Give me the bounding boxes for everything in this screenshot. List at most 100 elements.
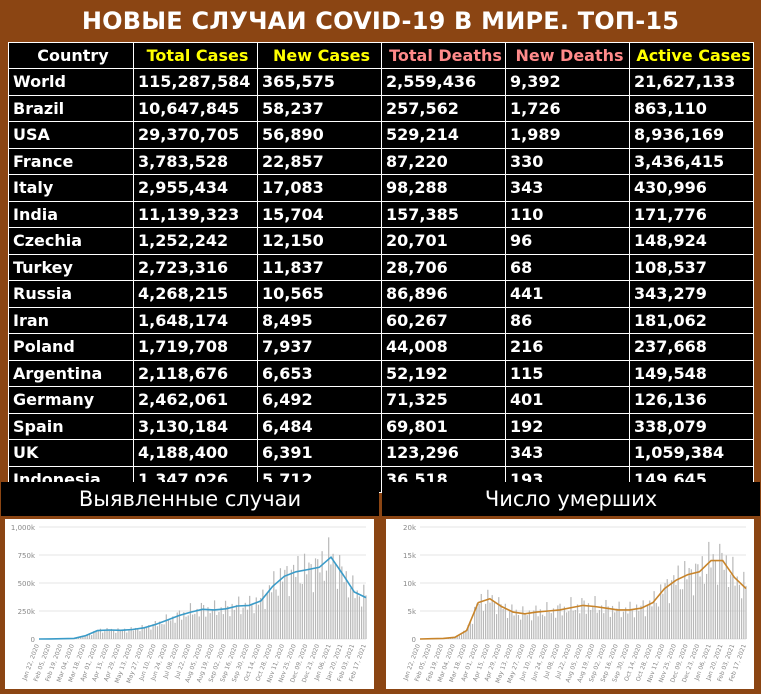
deaths-bar <box>714 560 716 639</box>
cases-bar <box>354 598 356 639</box>
cell-new-cases: 15,704 <box>257 200 382 228</box>
deaths-bar <box>493 602 495 639</box>
deaths-ytick-label: 0 <box>412 636 416 644</box>
deaths-bar <box>467 625 469 639</box>
cases-bar <box>325 570 328 639</box>
cases-bar <box>251 605 253 639</box>
cases-bar <box>176 612 178 639</box>
cases-bar <box>102 632 104 639</box>
deaths-bar <box>712 554 714 639</box>
cases-bar <box>279 568 282 639</box>
cell-active-cases: 1,059,384 <box>629 439 754 467</box>
table-row: Czechia 1,252,242 12,150 20,701 96 148,924 <box>8 227 754 255</box>
cases-bar <box>174 622 176 639</box>
deaths-bar <box>699 576 701 639</box>
deaths-bar <box>692 595 695 639</box>
cases-bar <box>363 584 365 639</box>
cell-new-deaths: 9,392 <box>505 68 630 96</box>
deaths-bar <box>710 567 712 639</box>
deaths-bar <box>636 604 638 639</box>
cell-total-deaths: 20,701 <box>381 227 506 255</box>
cases-bar <box>361 606 363 639</box>
cell-active-cases: 8,936,169 <box>629 121 754 149</box>
cell-new-cases: 10,565 <box>257 280 382 308</box>
cases-bar <box>77 637 80 639</box>
cell-new-cases: 7,937 <box>257 333 382 361</box>
cases-ytick-label: 250k <box>18 608 36 616</box>
deaths-bar <box>677 565 679 639</box>
cell-total-cases: 2,723,316 <box>133 253 258 281</box>
cases-ytick-label: 1,000k <box>11 524 36 532</box>
cell-country: Spain <box>8 412 134 440</box>
deaths-bar <box>474 606 476 639</box>
cell-total-deaths: 71,325 <box>381 386 506 414</box>
cases-bar <box>194 613 196 639</box>
cell-active-cases: 148,924 <box>629 227 754 255</box>
cases-bar <box>365 595 367 639</box>
deaths-bar <box>611 605 614 639</box>
cases-bar <box>218 612 220 639</box>
header-new-deaths: New Deaths <box>505 42 630 69</box>
cases-bar <box>113 630 115 639</box>
cell-country: Argentina <box>8 359 134 387</box>
cases-bar <box>156 626 159 639</box>
cases-bar <box>128 629 130 639</box>
cell-country: Poland <box>8 333 134 361</box>
cases-bar <box>145 627 148 639</box>
cases-bar <box>132 630 134 639</box>
cases-bar <box>284 569 286 639</box>
deaths-bar <box>576 604 579 639</box>
deaths-bar <box>741 598 743 639</box>
deaths-bar <box>622 611 625 639</box>
cases-bar <box>286 566 288 639</box>
cases-bar <box>152 624 154 639</box>
cases-bar <box>314 558 317 639</box>
cases-bar <box>334 563 336 639</box>
deaths-bar <box>557 605 559 639</box>
cell-total-cases: 10,647,845 <box>133 94 258 122</box>
cell-total-deaths: 86,896 <box>381 280 506 308</box>
deaths-bar <box>716 584 719 639</box>
cell-new-cases: 6,391 <box>257 439 382 467</box>
cases-ytick-label: 0 <box>31 636 35 644</box>
deaths-bar <box>666 579 668 639</box>
deaths-bar <box>644 616 646 639</box>
cases-bar <box>343 582 345 639</box>
deaths-chart: 0 5k 10k 15k 20k Jan 22, 2020 Feb 05, 2020 Feb … <box>386 519 754 689</box>
deaths-bar <box>458 635 460 639</box>
cell-active-cases: 126,136 <box>629 386 754 414</box>
cases-bar <box>172 616 174 639</box>
cell-active-cases: 863,110 <box>629 94 754 122</box>
deaths-bar <box>607 606 609 639</box>
cases-bar <box>82 635 84 639</box>
cases-bar <box>347 597 350 639</box>
table-row: USA 29,370,705 56,890 529,214 1,989 8,936,169 <box>8 121 754 149</box>
deaths-bar <box>570 597 572 639</box>
table-row: Italy 2,955,434 17,083 98,288 343 430,996 <box>8 174 754 202</box>
deaths-bar <box>559 603 561 639</box>
deaths-bar <box>544 616 546 639</box>
deaths-bar <box>736 576 738 639</box>
cell-active-cases: 108,537 <box>629 253 754 281</box>
cases-bar <box>170 620 172 639</box>
cell-new-cases: 12,150 <box>257 227 382 255</box>
cases-ytick-label: 750k <box>18 552 36 560</box>
deaths-bar <box>668 603 671 639</box>
cell-new-deaths: 343 <box>505 174 630 202</box>
cases-bar <box>308 562 310 639</box>
cases-bar <box>297 555 299 639</box>
cell-active-cases: 3,436,415 <box>629 147 754 175</box>
cases-bar <box>213 600 216 639</box>
page-title: НОВЫЕ СЛУЧАИ COVID-19 В МИРЕ. ТОП-15 <box>0 0 761 42</box>
cases-chart: 0 250k 500k 750k 1,000k Jan 22, 2020 Feb 05, 2… <box>5 519 374 689</box>
deaths-bar <box>561 615 563 639</box>
cases-bar <box>264 608 266 639</box>
cases-bar <box>341 566 343 639</box>
deaths-bar <box>537 616 539 639</box>
cases-bar <box>319 572 321 639</box>
deaths-bar <box>541 614 544 639</box>
deaths-bar <box>579 613 581 639</box>
cell-total-deaths: 28,706 <box>381 253 506 281</box>
cases-bar <box>238 596 240 639</box>
cases-bar <box>249 595 251 639</box>
